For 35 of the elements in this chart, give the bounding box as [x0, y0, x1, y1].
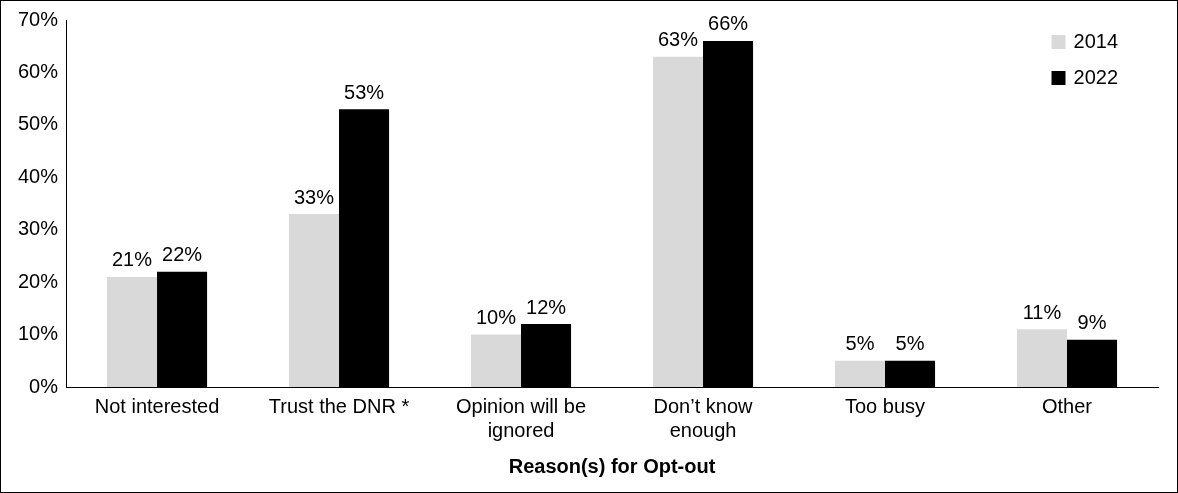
x-axis-title: Reason(s) for Opt-out [508, 454, 716, 477]
data-label: 5% [845, 332, 875, 355]
data-label: 22% [162, 243, 203, 266]
y-tick-label: 40% [18, 164, 59, 187]
x-tick-label: Trust the DNR * [268, 394, 410, 417]
bar [288, 213, 340, 387]
y-tick-label: 70% [18, 7, 59, 30]
bar [1016, 329, 1067, 387]
y-tick-label: 10% [18, 322, 59, 345]
data-label: 53% [344, 80, 385, 103]
data-label: 12% [526, 295, 567, 318]
x-tick-label: Not interested [94, 394, 220, 417]
y-tick-label: 30% [18, 217, 59, 240]
y-tick-label: 20% [18, 269, 59, 292]
y-tick-label: 50% [18, 112, 59, 135]
bar [834, 360, 886, 387]
y-tick-label: 0% [29, 374, 59, 397]
x-tick-label: Don’t know enough [653, 394, 754, 441]
data-label: 10% [475, 306, 517, 329]
x-tick-label: Too busy [844, 394, 926, 417]
legend-label: 2014 [1073, 29, 1119, 52]
x-tick-label: Other [1041, 394, 1093, 417]
bar [470, 334, 522, 387]
y-tick-label: 60% [18, 59, 59, 82]
legend-label: 2022 [1073, 65, 1119, 88]
data-label: 66% [708, 12, 749, 35]
data-label: 11% [1022, 300, 1062, 323]
x-tick-label: Opinion will be ignored [455, 394, 587, 441]
data-label: 5% [895, 332, 925, 355]
bar [106, 276, 158, 387]
data-label: 21% [111, 248, 153, 271]
data-label: 33% [293, 185, 335, 208]
bar [652, 56, 704, 387]
data-label: 9% [1077, 311, 1107, 334]
data-label: 63% [657, 28, 699, 51]
